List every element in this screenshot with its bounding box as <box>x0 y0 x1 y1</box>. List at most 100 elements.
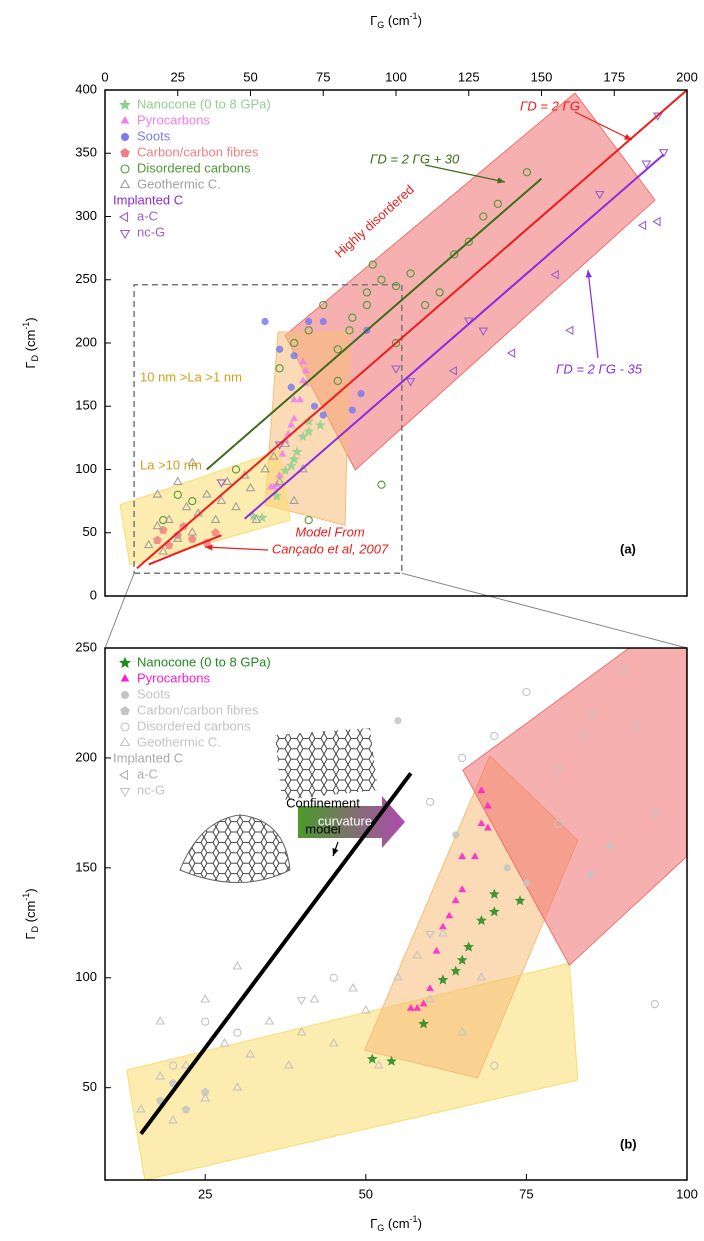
arrow-head <box>332 848 339 856</box>
region <box>264 331 350 526</box>
legend-label: a-C <box>137 766 158 781</box>
legend-marker <box>121 691 129 699</box>
x-tick-label: 25 <box>198 1186 212 1201</box>
point <box>391 365 401 374</box>
legend-label: nc-G <box>137 224 165 239</box>
point <box>488 888 500 899</box>
point <box>219 1038 230 1047</box>
y-tick-label: 400 <box>75 81 97 96</box>
annotation: ΓD = 2 ΓG - 35 <box>556 361 643 376</box>
point <box>406 269 415 278</box>
axis-label-part: Γ <box>370 1216 377 1231</box>
point <box>456 954 468 965</box>
axis-label-part: -1 <box>21 322 31 330</box>
legend-marker <box>120 706 130 715</box>
nanocone-icon <box>179 814 291 883</box>
point <box>514 895 526 906</box>
point <box>357 390 365 398</box>
point <box>477 819 486 827</box>
point <box>464 237 473 246</box>
point <box>650 999 660 1009</box>
legend-label: Geothermic C. <box>137 176 221 191</box>
point <box>641 160 652 170</box>
x-tick-label: 25 <box>171 69 185 84</box>
point <box>200 994 211 1003</box>
point <box>490 1061 499 1070</box>
axis-label-part: (cm <box>23 901 38 926</box>
annotation: curvature <box>318 813 372 828</box>
legend-group: Implanted C <box>113 750 183 765</box>
point <box>479 212 488 221</box>
point <box>143 539 154 549</box>
point <box>522 168 532 177</box>
point <box>493 199 502 208</box>
axis-label-part: Γ <box>23 932 38 939</box>
annotation: 10 nm >La >1 nm <box>140 369 242 384</box>
legend-marker <box>120 674 130 682</box>
point <box>164 514 174 523</box>
point <box>580 731 589 741</box>
point <box>168 1114 178 1124</box>
point <box>202 489 212 498</box>
arrow-head <box>585 270 592 278</box>
point <box>251 514 262 523</box>
point <box>413 1004 422 1011</box>
point <box>232 961 243 970</box>
zoom-line <box>104 573 135 649</box>
arrow-head <box>624 133 632 140</box>
y-tick-label: 50 <box>83 1079 97 1094</box>
point <box>522 687 531 697</box>
point <box>405 378 416 387</box>
point <box>158 546 169 555</box>
point <box>239 470 250 479</box>
point <box>438 928 448 937</box>
point <box>554 764 563 774</box>
point <box>450 250 459 259</box>
zoom-line <box>401 572 688 649</box>
annotation: (b) <box>620 1136 637 1151</box>
point <box>650 810 660 819</box>
point <box>289 495 299 504</box>
point <box>296 395 304 403</box>
point <box>315 419 326 430</box>
point <box>245 482 256 492</box>
point <box>425 930 435 940</box>
point <box>652 216 661 227</box>
legend-label: Carbon/carbon fibres <box>137 144 259 159</box>
x-tick-label: 75 <box>316 69 330 84</box>
point <box>394 716 402 725</box>
annotation: Confinement <box>286 795 360 810</box>
point <box>503 864 511 872</box>
arrow-head <box>497 177 505 184</box>
y-tick-label: 150 <box>75 859 97 874</box>
plot-frame <box>104 647 688 1181</box>
point <box>268 451 279 460</box>
point <box>216 479 227 488</box>
point <box>463 941 474 952</box>
point <box>484 801 492 809</box>
legend-label: Nanocone (0 to 8 GPa) <box>137 96 271 111</box>
arrow <box>204 546 269 551</box>
curvature-arrow <box>298 796 405 848</box>
axis-label-part: G <box>377 20 384 30</box>
axis-label: ΓG (cm-1) <box>370 11 422 30</box>
point <box>261 317 269 326</box>
point <box>477 786 486 794</box>
legend-marker <box>118 211 129 223</box>
point <box>303 415 314 426</box>
point <box>550 269 559 280</box>
x-tick-label: 50 <box>359 1186 373 1201</box>
legend-marker <box>119 229 131 240</box>
point <box>280 465 291 476</box>
legend-marker <box>119 656 131 669</box>
y-tick-label: 200 <box>75 334 97 349</box>
point <box>290 414 298 422</box>
point <box>181 1105 191 1114</box>
point <box>187 527 198 536</box>
point <box>275 471 284 479</box>
point <box>377 480 386 489</box>
point <box>478 327 489 336</box>
point <box>587 870 595 879</box>
point <box>210 514 221 523</box>
